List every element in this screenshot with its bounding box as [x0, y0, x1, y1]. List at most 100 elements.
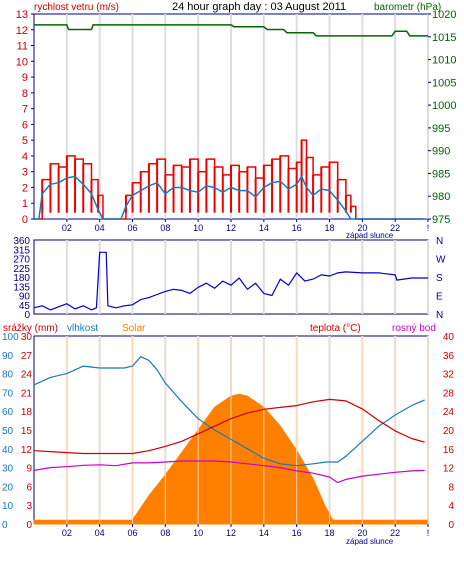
climate-x-tick-label: 18 [324, 528, 334, 538]
rain-axis-title: srážky (mm) [3, 323, 58, 334]
gust-line [34, 175, 424, 220]
rain-tick-label: 30 [21, 332, 33, 343]
humidity-tick-label: 50 [2, 426, 14, 437]
wind-speed-axis-title: rychlost vetru (m/s) [34, 2, 119, 13]
chart-title: 24 hour graph day : 03 August 2011 [172, 1, 346, 13]
solar-axis-title: Solar [122, 323, 146, 334]
pressure-tick-label: 1005 [432, 77, 456, 89]
pressure-line [34, 24, 428, 37]
wind-speed-tick-label: 6 [22, 119, 28, 131]
wind-speed-tick-label: 4 [22, 151, 28, 163]
pressure-tick-label: 980 [432, 191, 450, 203]
pressure-tick-label: 1020 [432, 9, 456, 21]
temperature-tick-label: 20 [443, 426, 455, 437]
humidity-tick-label: 0 [2, 520, 8, 531]
wind-pressure-x-tick-label: 06 [127, 223, 137, 233]
direction-tick-label: 0 [24, 310, 30, 321]
wind-speed-tick-label: 11 [17, 41, 28, 53]
wind-speed-tick-label: 13 [16, 9, 28, 21]
direction-tick-label: 315 [13, 245, 30, 256]
humidity-tick-label: 10 [2, 501, 14, 512]
pressure-tick-label: 975 [432, 214, 450, 226]
wind-speed-tick-label: 2 [22, 182, 28, 194]
wind-speed-tick-label: 3 [22, 167, 28, 179]
wind-pressure-x-tick-label: 04 [95, 223, 105, 233]
temperature-tick-label: 32 [443, 370, 455, 381]
rain-tick-label: 0 [26, 520, 32, 531]
wind-pressure-x-tick-label: 22 [390, 223, 400, 233]
wind-speed-tick-label: 1 [22, 198, 28, 210]
wind-pressure-x-tick-label: 10 [193, 223, 203, 233]
wind-speed-line [34, 139, 424, 220]
humidity-line [33, 356, 425, 467]
rain-tick-label: 24 [21, 370, 33, 381]
direction-tick-label: 135 [13, 282, 30, 293]
wind-pressure-x-tick-label: ! [427, 223, 430, 233]
pressure-tick-label: 985 [432, 168, 450, 180]
direction-tick-label: 45 [19, 301, 31, 312]
wind-speed-tick-label: 0 [22, 214, 28, 226]
climate-x-tick-label: ! [427, 528, 430, 538]
compass-tick-label: N [436, 310, 443, 321]
temperature-tick-label: 0 [448, 520, 454, 531]
rain-tick-label: 15 [21, 426, 33, 437]
humidity-tick-label: 30 [2, 464, 14, 475]
temperature-line [33, 398, 425, 455]
humidity-tick-label: 90 [2, 351, 14, 362]
wind-pressure-x-tick-label: 16 [292, 223, 302, 233]
wind-pressure-x-tick-label: 14 [259, 223, 269, 233]
rain-tick-label: 12 [21, 445, 33, 456]
wind-speed-tick-label: 8 [22, 88, 28, 100]
wind-pressure-x-tick-label: 02 [62, 223, 72, 233]
climate-x-tick-label: 04 [95, 528, 105, 538]
temperature-tick-label: 36 [443, 351, 455, 362]
wind-speed-tick-label: 12 [16, 25, 28, 37]
humidity-tick-label: 70 [2, 388, 14, 399]
rain-tick-label: 9 [26, 464, 32, 475]
rain-tick-label: 6 [26, 482, 32, 493]
wind-speed-tick-label: 5 [22, 135, 28, 147]
climate-x-tick-label: 10 [193, 528, 203, 538]
temperature-tick-label: 12 [443, 464, 455, 475]
temperature-tick-label: 24 [443, 407, 455, 418]
temperature-tick-label: 40 [443, 332, 455, 343]
wind-direction-line [33, 251, 428, 311]
sunset-label-top: západ slunce [346, 231, 394, 240]
rain-tick-label: 18 [21, 407, 33, 418]
climate-x-tick-label: 16 [292, 528, 302, 538]
direction-tick-label: 360 [13, 236, 30, 247]
wind-pressure-panel: 0123456789101112139759809859909951000100… [16, 9, 457, 233]
climate-x-tick-label: 08 [160, 528, 170, 538]
climate-x-tick-label: 14 [259, 528, 269, 538]
climate-x-tick-label: 20 [357, 528, 367, 538]
wind-pressure-x-tick-label: 18 [324, 223, 334, 233]
climate-x-tick-label: 22 [390, 528, 400, 538]
wind-pressure-x-tick-label: 20 [357, 223, 367, 233]
pressure-tick-label: 1000 [432, 100, 456, 112]
humidity-tick-label: 60 [2, 407, 14, 418]
compass-tick-label: E [436, 292, 443, 303]
pressure-tick-label: 990 [432, 146, 450, 158]
sunset-label-bottom: západ slunce [346, 537, 394, 546]
rain-tick-label: 27 [21, 351, 33, 362]
humidity-tick-label: 80 [2, 370, 14, 381]
compass-tick-label: W [436, 255, 446, 266]
humidity-axis-title: vlhkost [67, 323, 98, 334]
temperature-axis-title: teplota (°C) [310, 323, 361, 334]
humidity-tick-label: 20 [2, 482, 14, 493]
wind-speed-tick-label: 9 [22, 72, 28, 84]
wind-pressure-x-tick-label: 08 [160, 223, 170, 233]
pressure-tick-label: 995 [432, 123, 450, 135]
dewpoint-axis-title: rosný bod [392, 323, 436, 334]
rain-tick-label: 21 [21, 388, 33, 399]
direction-tick-label: 180 [13, 273, 30, 284]
rain-tick-label: 3 [26, 501, 32, 512]
climate-x-tick-label: 06 [127, 528, 137, 538]
humidity-tick-label: 100 [2, 332, 19, 343]
direction-tick-label: 270 [13, 255, 30, 266]
wind-pressure-x-tick-label: 12 [226, 223, 236, 233]
